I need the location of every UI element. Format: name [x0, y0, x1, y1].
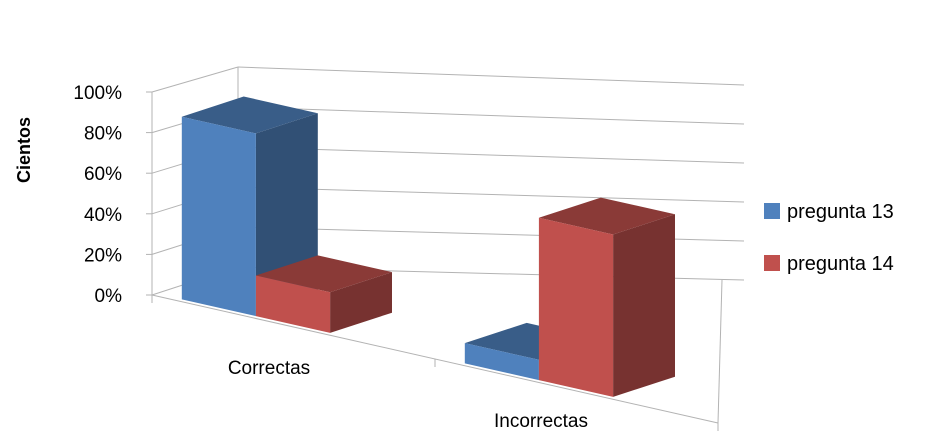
gridline-back: [237, 186, 745, 203]
bar-top-face: [538, 197, 675, 235]
bar-front-face: [538, 217, 614, 397]
category-label: Incorrectas: [494, 411, 588, 432]
y-tick-label: 100%: [73, 83, 122, 104]
legend-label: pregunta 13: [787, 201, 894, 223]
bar-top-face: [255, 255, 392, 293]
gridline-side: [151, 66, 239, 93]
legend-item: pregunta 14: [764, 253, 894, 275]
legend-swatch: [764, 203, 780, 219]
legend-swatch: [764, 255, 780, 271]
bar-2-2: [538, 197, 675, 397]
legend-label: pregunta 14: [787, 253, 894, 275]
bar-front-face: [255, 275, 331, 333]
bars: [181, 96, 675, 397]
y-tick-label: 20%: [84, 245, 122, 266]
y-tick-label: 80%: [84, 124, 122, 145]
gridline-back: [237, 106, 745, 125]
y-tick-labels: 0% 20% 40% 60% 80% 100%: [73, 83, 122, 307]
floor-right-edge: [717, 279, 723, 424]
legend: pregunta 13 pregunta 14: [764, 201, 894, 275]
gridline-back: [237, 146, 745, 164]
bar-2-1: [255, 255, 392, 333]
y-tick-label: 0%: [95, 286, 123, 307]
category-labels: Correctas Incorrectas: [228, 358, 588, 432]
legend-item: pregunta 13: [764, 201, 894, 223]
bar-top-face: [181, 96, 318, 134]
y-tick-label: 40%: [84, 205, 122, 226]
category-label: Correctas: [228, 358, 310, 379]
bar-front-face: [464, 343, 539, 381]
bar-front-face: [181, 116, 256, 317]
y-tick-label: 60%: [84, 164, 122, 185]
gridline-back: [237, 66, 745, 86]
y-axis-title: Cientos: [14, 117, 34, 183]
bar-side-face: [330, 272, 392, 333]
bar-side-face: [613, 214, 675, 397]
